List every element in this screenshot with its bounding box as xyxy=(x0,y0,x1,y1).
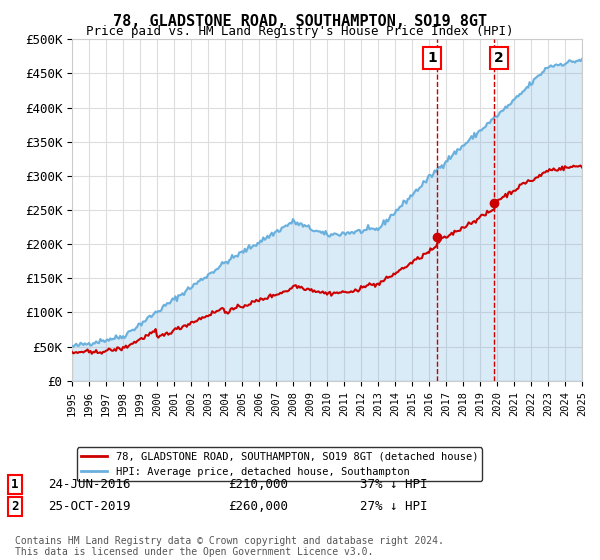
Text: £260,000: £260,000 xyxy=(228,500,288,514)
Text: 2: 2 xyxy=(494,52,504,66)
Text: Contains HM Land Registry data © Crown copyright and database right 2024.
This d: Contains HM Land Registry data © Crown c… xyxy=(15,535,444,557)
Text: £210,000: £210,000 xyxy=(228,478,288,491)
Text: 1: 1 xyxy=(427,52,437,66)
Text: 37% ↓ HPI: 37% ↓ HPI xyxy=(360,478,427,491)
Text: 78, GLADSTONE ROAD, SOUTHAMPTON, SO19 8GT: 78, GLADSTONE ROAD, SOUTHAMPTON, SO19 8G… xyxy=(113,14,487,29)
Text: Price paid vs. HM Land Registry's House Price Index (HPI): Price paid vs. HM Land Registry's House … xyxy=(86,25,514,38)
Text: 2: 2 xyxy=(11,500,19,514)
Legend: 78, GLADSTONE ROAD, SOUTHAMPTON, SO19 8GT (detached house), HPI: Average price, : 78, GLADSTONE ROAD, SOUTHAMPTON, SO19 8G… xyxy=(77,447,482,481)
Text: 1: 1 xyxy=(11,478,19,491)
Text: 25-OCT-2019: 25-OCT-2019 xyxy=(48,500,131,514)
Text: 27% ↓ HPI: 27% ↓ HPI xyxy=(360,500,427,514)
Text: 24-JUN-2016: 24-JUN-2016 xyxy=(48,478,131,491)
